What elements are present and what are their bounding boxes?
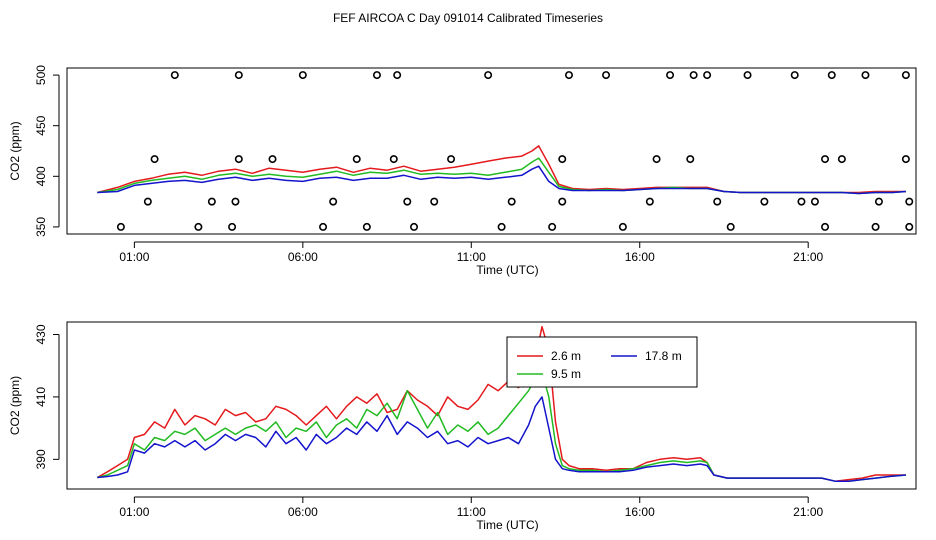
y-tick-label: 350	[34, 217, 48, 237]
series-line-17-8-m	[97, 396, 906, 482]
flag-point	[389, 155, 398, 164]
x-tick-label: 16:00	[625, 250, 655, 264]
series-line-17-8-m	[97, 165, 906, 195]
x-tick-label: 01:00	[119, 505, 149, 519]
flag-point	[143, 197, 152, 206]
y-axis-title: CO2 (ppm)	[8, 376, 22, 435]
x-tick-label: 11:00	[457, 250, 486, 264]
flag-point	[713, 197, 722, 206]
flag-point	[548, 222, 557, 231]
flag-point	[652, 155, 661, 164]
flag-point	[905, 197, 914, 206]
series-line-9-5-m	[97, 157, 906, 195]
flag-point	[790, 71, 799, 80]
flag-point	[905, 222, 914, 231]
flag-point	[743, 71, 752, 80]
flag-point	[410, 222, 419, 231]
plot-frame	[66, 67, 917, 235]
x-axis-title: Time (UTC)	[476, 263, 538, 277]
flag-point	[666, 71, 675, 80]
flag-point	[393, 71, 402, 80]
x-axis-title: Time (UTC)	[476, 518, 538, 532]
flag-point	[194, 222, 203, 231]
y-tick-label: 500	[34, 65, 48, 85]
flag-point	[507, 197, 516, 206]
flag-point	[861, 71, 870, 80]
flag-point	[901, 71, 910, 80]
x-tick-label: 16:00	[625, 505, 655, 519]
flag-point	[116, 222, 125, 231]
y-tick-label: 390	[34, 449, 48, 469]
series-line-2-6-m	[96, 325, 906, 482]
flag-point	[810, 197, 819, 206]
flag-point	[602, 71, 611, 80]
y-axis-title: CO2 (ppm)	[8, 121, 22, 180]
x-tick-label: 01:00	[119, 250, 149, 264]
legend-label: 2.6 m	[551, 349, 581, 363]
flag-point	[837, 155, 846, 164]
flag-point	[484, 71, 493, 80]
y-tick-label: 400	[34, 166, 48, 186]
flag-point	[871, 222, 880, 231]
legend: 2.6 m 17.8 m 9.5 m	[506, 336, 698, 388]
x-tick-label: 06:00	[288, 250, 318, 264]
bottom-panel: 01:00 06:00 11:00 16:00 21:00 Time (UTC) 390 41…	[8, 321, 917, 532]
flag-point	[901, 155, 910, 164]
flag-point	[362, 222, 371, 231]
flag-point	[231, 197, 240, 206]
series-line-2-6-m	[97, 145, 906, 194]
flag-point	[228, 222, 237, 231]
flag-point	[207, 197, 216, 206]
legend-box	[506, 336, 698, 388]
flag-point	[821, 155, 830, 164]
legend-label: 17.8 m	[645, 349, 682, 363]
flag-point	[874, 197, 883, 206]
top-panel: 01:00 06:00 11:00 16:00 21:00 Time (UTC) 350 40…	[8, 65, 917, 277]
flag-point	[827, 71, 836, 80]
flag-point	[329, 197, 338, 206]
legend-label: 9.5 m	[551, 367, 581, 381]
flag-point	[558, 197, 567, 206]
flag-point	[319, 222, 328, 231]
y-tick-label: 430	[34, 324, 48, 344]
flag-point	[430, 197, 439, 206]
x-tick-label: 11:00	[457, 505, 486, 519]
flag-point	[170, 71, 179, 80]
plot-frame	[66, 321, 917, 490]
flag-point	[645, 197, 654, 206]
flag-point	[564, 71, 573, 80]
flag-point	[689, 71, 698, 80]
flag-point	[352, 155, 361, 164]
flag-point	[558, 155, 567, 164]
flag-point	[797, 197, 806, 206]
flag-point	[497, 222, 506, 231]
flag-point	[821, 222, 830, 231]
x-tick-label: 21:00	[793, 250, 823, 264]
flag-point	[760, 197, 769, 206]
flag-point	[447, 155, 456, 164]
figure-title: FEF AIRCOA C Day 091014 Calibrated Times…	[333, 11, 603, 25]
flag-point	[234, 71, 243, 80]
x-tick-label: 06:00	[288, 505, 318, 519]
y-tick-label: 410	[34, 387, 48, 407]
flag-point	[298, 71, 307, 80]
flag-point	[703, 71, 712, 80]
flag-point	[618, 222, 627, 231]
flag-point	[403, 197, 412, 206]
flag-point	[686, 155, 695, 164]
flag-point	[150, 155, 159, 164]
flag-point	[268, 155, 277, 164]
x-tick-label: 21:00	[793, 505, 823, 519]
flag-point	[372, 71, 381, 80]
flag-point	[234, 155, 243, 164]
y-tick-label: 450	[34, 115, 48, 135]
flag-point	[726, 222, 735, 231]
